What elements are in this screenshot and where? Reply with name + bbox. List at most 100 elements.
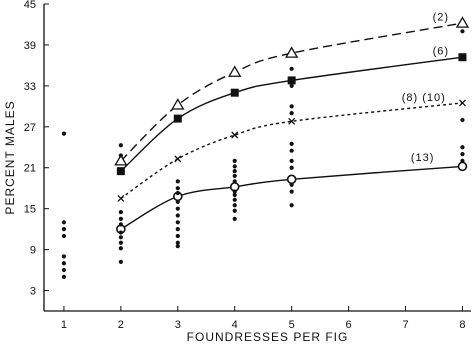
- y-tick-label: 15: [24, 204, 36, 216]
- data-point: [61, 267, 67, 273]
- data-point: [175, 233, 180, 239]
- y-tick-label: 21: [24, 163, 36, 175]
- x-tick-label: 5: [289, 319, 295, 331]
- data-point: [61, 131, 67, 136]
- x-axis-title: FOUNDRESSES PER FIG: [187, 330, 349, 344]
- data-point: [175, 213, 180, 218]
- data-point: [118, 143, 123, 148]
- data-point: [289, 158, 294, 164]
- data-point: [175, 179, 180, 184]
- data-point: [232, 197, 237, 202]
- x-marker-stroke: [288, 117, 296, 125]
- data-point: [460, 145, 465, 150]
- triangle-marker: [171, 98, 185, 110]
- triangle-marker: [228, 65, 242, 77]
- triangle-marker: [285, 46, 299, 58]
- data-point: [61, 220, 67, 225]
- data-point: [460, 158, 465, 164]
- data-point: [118, 235, 123, 240]
- fit-curve-x: [120, 102, 463, 199]
- data-point: [289, 111, 294, 116]
- curve-label: (8) (10): [402, 92, 446, 104]
- x-tick-label: 8: [459, 319, 465, 331]
- data-point: [232, 169, 237, 174]
- curve-label: (2): [433, 11, 449, 23]
- square-marker: [287, 76, 296, 85]
- y-tick-label: 39: [24, 40, 36, 52]
- data-point: [118, 259, 123, 264]
- y-tick-label: 45: [24, 0, 36, 11]
- data-point: [118, 246, 123, 251]
- curve-label: (13): [411, 152, 435, 164]
- data-point: [232, 158, 237, 164]
- data-point: [232, 216, 237, 221]
- x-marker-stroke: [174, 155, 182, 163]
- x-marker: [117, 194, 125, 202]
- data-point: [232, 179, 237, 184]
- data-point: [175, 220, 180, 225]
- data-point: [175, 244, 180, 249]
- triangle-marker: [455, 16, 470, 28]
- data-point: [118, 230, 123, 235]
- square-marker: [173, 114, 182, 123]
- data-point: [118, 240, 123, 245]
- data-point: [289, 182, 294, 187]
- data-point: [118, 216, 123, 221]
- data-point: [289, 165, 294, 170]
- square-marker: [230, 88, 239, 97]
- x-marker: [174, 155, 182, 163]
- fit-curve-filled-square: [120, 56, 463, 172]
- x-tick-label: 2: [118, 319, 124, 331]
- data-point: [118, 222, 123, 227]
- x-marker: [231, 131, 239, 139]
- x-tick-label: 1: [61, 319, 67, 331]
- curve-labels: (2) (6) (8) (10) (13): [402, 11, 449, 164]
- fit-curve-open-triangle: [120, 22, 463, 162]
- data-point: [175, 190, 180, 196]
- data-point: [232, 189, 237, 194]
- y-tick-label: 33: [24, 81, 36, 93]
- square-marker: [116, 167, 125, 176]
- y-axis-title: PERCENT MALES: [3, 100, 17, 214]
- data-markers: [61, 16, 470, 279]
- data-point: [175, 240, 180, 245]
- data-point: [175, 227, 180, 232]
- data-point: [232, 203, 237, 208]
- data-point: [61, 227, 67, 232]
- data-point: [289, 203, 294, 208]
- data-point: [175, 206, 180, 211]
- curve-label: (6): [433, 45, 449, 57]
- x-marker-stroke: [459, 99, 466, 107]
- data-point: [61, 233, 67, 239]
- y-tick-label: 3: [30, 286, 36, 298]
- data-point: [460, 151, 465, 157]
- square-marker: [458, 53, 467, 62]
- x-tick-label: 6: [346, 319, 352, 331]
- data-point: [232, 164, 237, 169]
- data-point: [289, 189, 294, 194]
- data-point: [289, 141, 294, 146]
- circle-marker: [457, 161, 468, 172]
- x-tick-label: 7: [402, 319, 408, 331]
- data-point: [175, 199, 180, 204]
- triangle-marker: [114, 154, 128, 166]
- data-point: [460, 117, 465, 123]
- circle-marker: [286, 174, 297, 185]
- data-point: [61, 254, 67, 259]
- x-marker: [459, 99, 466, 107]
- data-point: [289, 148, 294, 153]
- x-marker-stroke: [231, 131, 239, 139]
- y-tick-label: 9: [30, 245, 36, 257]
- data-point: [460, 29, 465, 34]
- data-point: [118, 153, 123, 158]
- data-point: [289, 104, 294, 109]
- x-marker-stroke: [117, 194, 125, 202]
- x-marker: [288, 117, 296, 125]
- x-tick-label: 3: [175, 319, 181, 331]
- data-point: [232, 208, 237, 213]
- data-point: [118, 209, 123, 215]
- data-point: [232, 192, 237, 198]
- data-point: [61, 274, 67, 279]
